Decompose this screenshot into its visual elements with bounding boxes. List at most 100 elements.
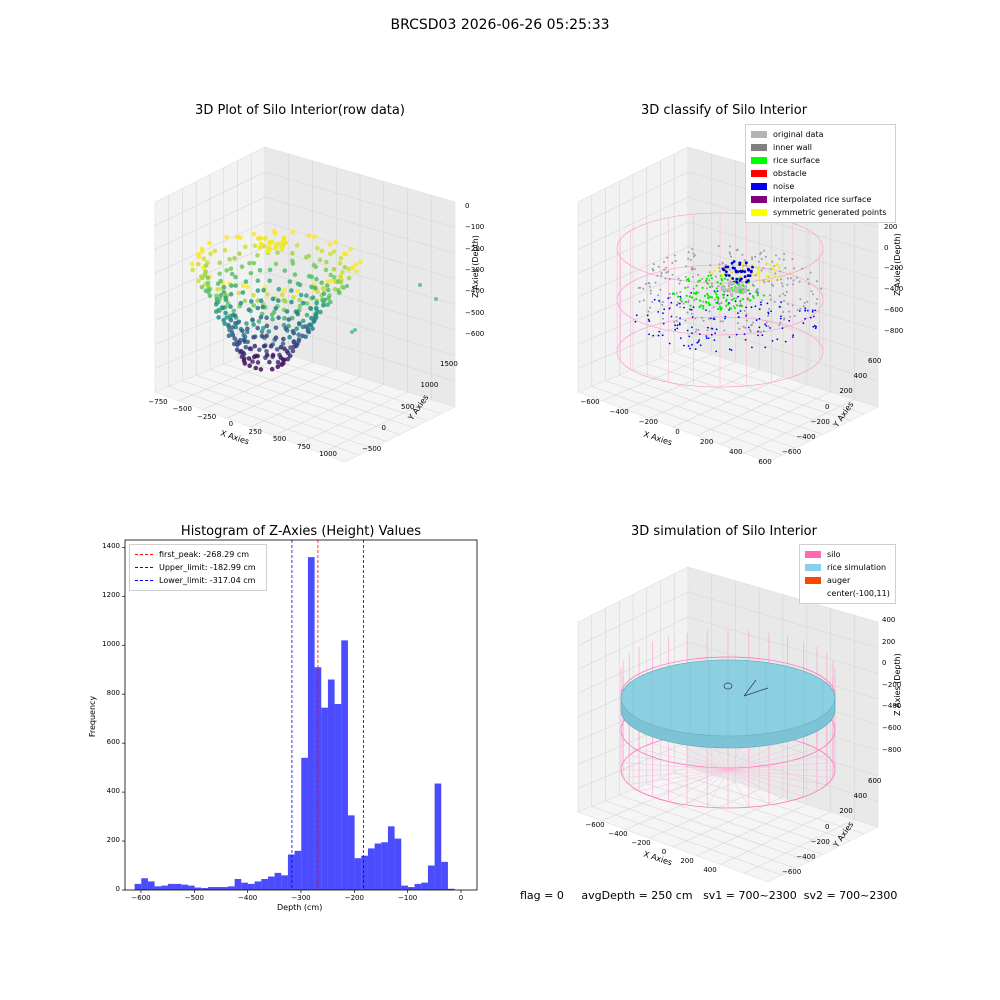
raw-point [255,253,260,258]
classify-noise-point [735,277,739,281]
classify-rice-point [676,295,680,298]
legend-label: auger [827,576,851,585]
raw-point [282,316,287,321]
classify-noise-point [722,268,725,271]
classify-original-point [785,291,788,293]
raw-point [324,283,330,288]
classify-rice-point [701,286,704,289]
histogram-bar [234,878,242,890]
raw-point [342,265,348,270]
classify-original-point [799,307,802,310]
classify-noise-point [678,323,681,326]
simulation-z-tick: 0 [882,659,887,668]
classify-noise-point [657,334,660,337]
classify-symmetric-point [788,270,791,274]
simulation-y-tick: −600 [782,868,802,876]
classify-original-point [730,255,733,258]
classify-original-point [778,257,781,260]
raw-z-tick: 0 [465,202,470,210]
classify-symmetric-point [741,267,744,270]
raw-point [304,301,310,306]
classify-original-point [762,330,765,333]
raw-point [328,251,333,257]
classify-symmetric-point [768,270,771,273]
classify-original-point [651,301,654,303]
legend-swatch [751,131,767,138]
classify-rice-point [738,304,742,308]
classify-original-point [666,256,669,259]
histogram-y-tick: 800 [106,689,120,698]
classify-original-point [820,287,823,290]
raw-point [247,346,253,351]
classify-original-point [706,329,709,332]
classify-rice-point [705,300,708,303]
simulation-silo-spoke [727,742,804,771]
histogram-bar [327,679,335,890]
classify-original-point [717,285,720,288]
classify-original-point [652,269,655,272]
classify-original-point [677,301,680,304]
classify-noise-point [705,335,708,337]
classify-original-point [741,253,744,256]
classify-symmetric-point [750,263,754,266]
raw-point [267,240,273,245]
raw-point [256,319,262,324]
legend-label: silo [827,550,841,559]
classify-noise-point [688,335,691,338]
classify-y-tick: −400 [796,432,816,441]
raw-point [236,319,242,325]
raw-point [233,321,238,326]
legend-item: center(-100,11) [805,587,890,600]
raw-point [240,283,246,289]
raw-point [286,317,292,322]
classify-original-point [749,329,751,331]
classify-noise-point [792,334,795,337]
raw-point [217,271,222,277]
classify-original-point [732,281,736,285]
raw-point [282,287,287,293]
raw-point [228,317,234,323]
classify-rice-point [679,297,683,300]
raw-point [279,362,284,368]
raw-point [279,246,285,252]
classify-noise-point [690,292,693,294]
histogram-bar [254,881,262,890]
simulation-auger [723,682,733,690]
classify-original-point [661,304,664,306]
classify-original-point [760,269,763,272]
classify-rice-point [762,294,765,297]
raw-point [315,246,320,251]
raw-point [289,288,294,293]
histogram-bar [267,876,275,890]
histogram-bar [287,854,295,890]
raw-point [247,363,252,369]
raw-point [255,305,261,311]
histogram-bar [314,667,322,890]
classify-noise-point [781,327,784,330]
classify-rice-point [704,279,708,282]
histogram-ticks [122,546,462,893]
classify-original-point [717,245,720,248]
classify-rice-point [725,298,728,301]
histogram-bar [174,883,182,890]
raw-point [317,257,323,263]
raw-point [221,284,227,290]
classify-x-tick: −600 [580,398,600,406]
histogram-bar [387,826,395,890]
classify-rice-point [695,297,698,301]
raw-point [248,271,254,276]
classify-original-point [692,267,695,270]
classify-original-point [815,280,818,283]
classify-original-point [762,279,765,282]
raw-point [242,298,248,304]
classify-original-point [687,299,690,302]
raw-point [274,242,279,248]
simulation-center-axis [743,687,769,697]
classify-original-point [695,328,698,331]
classify-original-point [701,316,703,319]
classify-original-point [719,320,722,323]
histogram-bar [154,886,162,890]
classify-original-point [743,259,746,262]
